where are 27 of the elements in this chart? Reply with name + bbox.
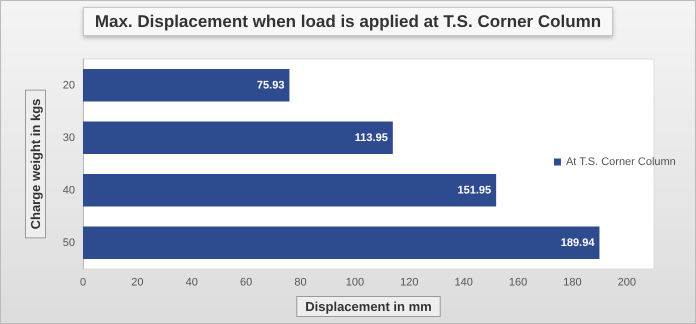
y-tick-label: 30 [62,132,75,144]
bar [83,68,290,102]
x-tick-label: 160 [508,276,528,288]
chart-title: Max. Displacement when load is applied at T.S. Corner Column [94,12,602,31]
x-tick-label: 20 [131,276,144,288]
data-label: 113.95 [354,132,388,144]
y-axis-title: Charge weight in kgs [28,98,43,230]
x-tick-label: 140 [454,276,473,288]
y-tick-label: 20 [62,79,75,92]
x-tick-label: 80 [294,276,307,288]
x-tick-label: 120 [400,276,418,288]
x-axis-title: Displacement in mm [305,299,432,314]
bar [83,174,496,207]
data-label: 75.93 [256,79,284,92]
bar [83,121,393,154]
x-tick-label: 200 [618,276,636,288]
x-tick-label: 180 [563,276,582,288]
x-tick-label: 100 [346,276,364,288]
x-tick-label: 40 [186,276,198,288]
y-tick-label: 40 [62,184,75,196]
x-tick-label: 60 [240,276,252,288]
x-tick-label: 0 [80,276,86,288]
data-label: 189.94 [560,236,596,249]
y-tick-label: 50 [62,236,75,249]
data-label: 151.95 [458,184,492,196]
legend-label: At T.S. Corner Column [566,156,676,168]
bar [83,226,600,260]
